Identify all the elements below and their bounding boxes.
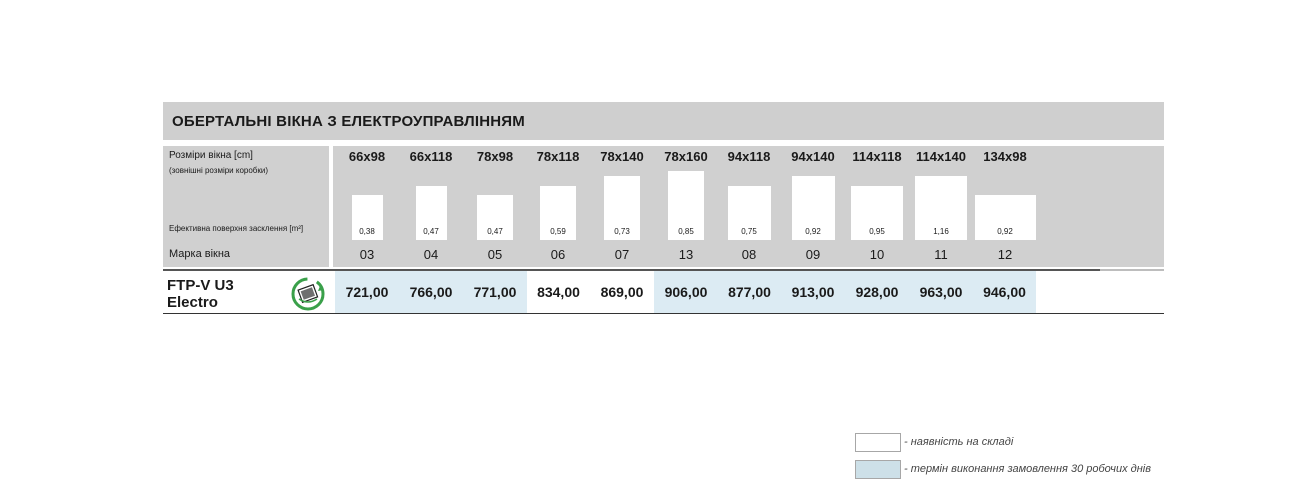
product-name-line2: Electro (167, 294, 218, 311)
table-title-bar: ОБЕРТАЛЬНІ ВІКНА З ЕЛЕКТРОУПРАВЛІННЯМ (163, 102, 1164, 140)
window-size-label: 66x98 (348, 149, 386, 164)
glazing-area-value: 0,92 (997, 227, 1013, 236)
window-sizes-panel: 66x98 0,38 03 66x118 0,47 04 78x98 0,47 05 78x118… (333, 146, 1164, 267)
legend-order-swatch (855, 460, 901, 479)
window-size-diagram: 1,16 (915, 176, 967, 240)
window-size-label: 94x118 (727, 149, 771, 164)
price-cell: 834,00 (527, 271, 590, 313)
window-size-diagram: 0,92 (791, 176, 835, 240)
wireless-control-icon (291, 277, 325, 311)
window-size-label: 78x160 (664, 149, 708, 164)
price-cell: 928,00 (845, 271, 909, 313)
window-size-diagram: 0,59 (540, 186, 576, 240)
window-mark-value: 12 (997, 247, 1013, 262)
window-mark-value: 10 (869, 247, 885, 262)
window-size-label: 114x140 (916, 149, 966, 164)
glazing-area-value: 0,47 (423, 227, 439, 236)
mark-row-label: Марка вікна (169, 248, 231, 260)
window-size-diagram: 0,47 (477, 195, 513, 240)
price-cell: 771,00 (463, 271, 527, 313)
table-title: ОБЕРТАЛЬНІ ВІКНА З ЕЛЕКТРОУПРАВЛІННЯМ (172, 113, 525, 130)
window-mark-value: 08 (741, 247, 757, 262)
legend-order-text: - термін виконання замовлення 30 робочих… (904, 463, 1151, 475)
price-cell: 869,00 (590, 271, 654, 313)
window-size-diagram: 0,95 (851, 186, 903, 240)
window-size-label: 78x140 (600, 149, 644, 164)
glazing-area-value: 0,85 (678, 227, 694, 236)
price-cell: 946,00 (973, 271, 1036, 313)
glazing-area-value: 1,16 (933, 227, 949, 236)
glazing-area-value: 0,92 (805, 227, 821, 236)
window-mark-value: 07 (614, 247, 630, 262)
window-size-label: 134x98 (983, 149, 1027, 164)
glazing-area-value: 0,73 (614, 227, 630, 236)
window-size-diagram: 0,75 (727, 186, 771, 240)
window-size-label: 94x140 (791, 149, 835, 164)
window-size-label: 114x118 (852, 149, 902, 164)
price-cell: 766,00 (399, 271, 463, 313)
glazing-area-value: 0,59 (550, 227, 566, 236)
window-size-diagram: 0,73 (604, 176, 640, 240)
window-size-diagram: 0,92 (974, 195, 1036, 240)
window-mark-value: 06 (550, 247, 566, 262)
glazing-area-value: 0,95 (869, 227, 885, 236)
price-cell: 906,00 (654, 271, 718, 313)
window-size-diagram: 0,85 (668, 171, 704, 240)
window-size-diagram: 0,38 (351, 195, 383, 240)
window-mark-value: 03 (359, 247, 375, 262)
window-size-label: 78x118 (536, 149, 580, 164)
window-mark-value: 09 (805, 247, 821, 262)
product-name-line1: FTP-V U3 (167, 277, 234, 294)
size-row-label: Розміри вікна [cm] (169, 150, 253, 161)
outer-size-note: (зовнішні розміри коробки) (169, 166, 269, 175)
window-mark-value: 11 (934, 247, 948, 262)
product-name: FTP-V U3 Electro (167, 277, 234, 311)
area-row-label: Ефективна поверхня засклення [m²] (169, 224, 304, 233)
glazing-area-value: 0,38 (359, 227, 375, 236)
legend-stock-text: - наявність на складі (904, 436, 1014, 448)
row-labels-panel: Розміри вікна [cm] (зовнішні розміри кор… (163, 146, 329, 267)
header-divider-end (1100, 269, 1164, 271)
glazing-area-value: 0,47 (487, 227, 503, 236)
window-mark-value: 13 (678, 247, 694, 262)
legend-stock-swatch (855, 433, 901, 452)
price-cell: 721,00 (335, 271, 399, 313)
price-cell: 963,00 (909, 271, 973, 313)
glazing-area-value: 0,75 (741, 227, 757, 236)
price-cell: 877,00 (718, 271, 781, 313)
window-size-label: 66x118 (409, 149, 453, 164)
window-mark-value: 05 (487, 247, 503, 262)
window-size-diagram: 0,47 (415, 186, 447, 240)
window-size-label: 78x98 (476, 149, 514, 164)
table-bottom-line (163, 313, 1164, 314)
price-cell: 913,00 (781, 271, 845, 313)
header-divider (163, 269, 1164, 271)
window-mark-value: 04 (423, 247, 439, 262)
